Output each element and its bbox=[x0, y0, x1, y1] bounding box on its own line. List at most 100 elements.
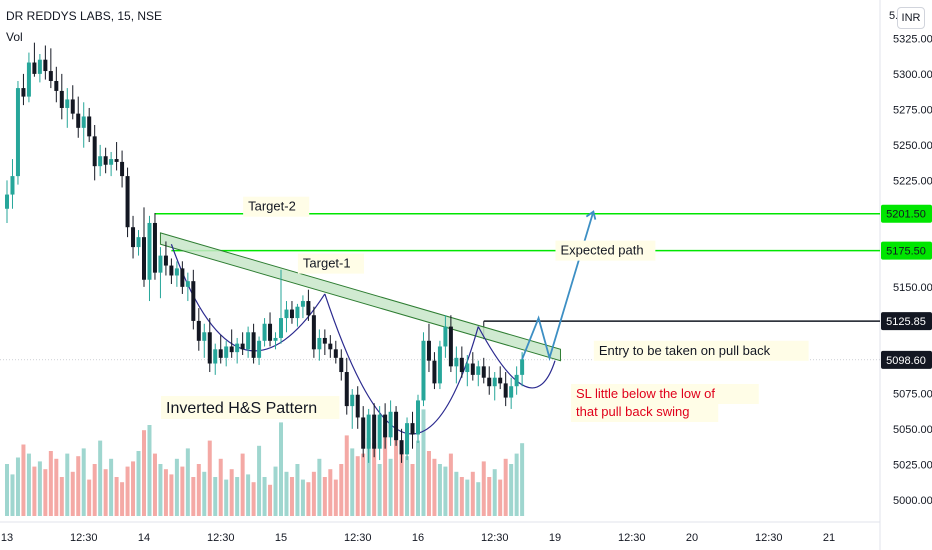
candle-body bbox=[92, 136, 97, 167]
candle-body bbox=[26, 62, 31, 97]
volume-bar bbox=[394, 427, 399, 516]
volume-bar bbox=[87, 479, 92, 516]
volume-bar bbox=[372, 443, 377, 516]
target2-label-bg bbox=[243, 196, 310, 217]
candle-body bbox=[344, 372, 349, 407]
volume-bar bbox=[246, 474, 251, 516]
volume-bar bbox=[492, 469, 497, 516]
entry-label: Entry to be taken on pull back bbox=[599, 343, 771, 358]
currency-badge[interactable]: INR bbox=[897, 7, 925, 29]
volume-bar bbox=[109, 458, 114, 516]
candle-body bbox=[251, 332, 256, 358]
volume-bar bbox=[454, 471, 459, 516]
time-tick-label: 12:30 bbox=[207, 532, 235, 544]
volume-bar bbox=[487, 477, 492, 516]
time-tick-label: 16 bbox=[412, 532, 424, 544]
volume-bar bbox=[416, 440, 420, 516]
volume-bar bbox=[174, 458, 179, 516]
candle-body bbox=[432, 360, 437, 384]
volume-bar bbox=[218, 458, 223, 516]
volume-bar bbox=[383, 425, 388, 516]
candle-body bbox=[405, 423, 410, 455]
candle-body bbox=[5, 194, 9, 209]
candle-body bbox=[43, 59, 48, 72]
volume-bar bbox=[268, 484, 273, 516]
volume-bar bbox=[202, 471, 207, 516]
price-tick-label: 5225.00 bbox=[893, 175, 932, 187]
volume-bar bbox=[443, 466, 448, 516]
candle-body bbox=[131, 227, 136, 248]
time-tick-label: 12:30 bbox=[344, 532, 372, 544]
candle-body bbox=[174, 268, 179, 276]
price-tick-label: 5150.00 bbox=[893, 282, 932, 294]
volume-bar bbox=[251, 482, 256, 516]
volume-bar bbox=[152, 453, 157, 516]
candle-body bbox=[81, 116, 86, 128]
volume-bar bbox=[273, 466, 278, 516]
volume-bar bbox=[125, 466, 130, 516]
volume-bar bbox=[59, 477, 64, 516]
volume-bar bbox=[328, 469, 333, 516]
volume-bar bbox=[10, 474, 15, 516]
volume-bar bbox=[224, 479, 229, 516]
volume-bar bbox=[498, 479, 503, 516]
volume-bar bbox=[295, 464, 300, 516]
candle-body bbox=[322, 337, 327, 344]
candle-body bbox=[185, 281, 190, 287]
volume-bar bbox=[405, 456, 410, 516]
volume-bar bbox=[136, 451, 141, 516]
volume-bar bbox=[92, 464, 97, 516]
price-tick-label: 5050.00 bbox=[893, 424, 932, 436]
candle-body bbox=[109, 159, 114, 165]
volume-bar bbox=[70, 471, 75, 516]
expected-path-line bbox=[521, 211, 595, 362]
volume-bar bbox=[481, 461, 486, 516]
volume-bar bbox=[147, 425, 152, 516]
volume-bar bbox=[229, 469, 234, 516]
candle-body bbox=[410, 423, 415, 435]
volume-bar bbox=[503, 458, 508, 516]
candle-body bbox=[465, 363, 470, 373]
trend-channel bbox=[159, 232, 561, 362]
volume-bar bbox=[426, 451, 431, 516]
time-tick-label: 12:30 bbox=[755, 532, 783, 544]
candle-body bbox=[54, 80, 59, 91]
volume-bar bbox=[131, 461, 136, 516]
volume-bar bbox=[65, 453, 70, 516]
price-label-text: 5125.85 bbox=[886, 316, 926, 328]
candle-body bbox=[48, 71, 53, 81]
price-label-text: 5201.50 bbox=[886, 209, 926, 221]
candle-body bbox=[273, 337, 278, 341]
symbol-title[interactable]: DR REDDYS LABS, 15, NSE bbox=[6, 9, 163, 23]
volume-bar bbox=[300, 479, 305, 516]
candle-body bbox=[289, 309, 294, 319]
candle-body bbox=[76, 113, 81, 128]
volume-bar bbox=[289, 477, 294, 516]
volume-bar bbox=[191, 477, 196, 516]
candle-body bbox=[333, 349, 338, 358]
volume-bar bbox=[344, 435, 349, 516]
volume-bar bbox=[262, 477, 267, 516]
volume-bar bbox=[163, 469, 168, 516]
candle-body bbox=[196, 320, 201, 341]
volume-indicator-label[interactable]: Vol bbox=[6, 30, 23, 44]
candle-body bbox=[125, 176, 130, 228]
price-label-box bbox=[881, 241, 932, 260]
candle-body bbox=[218, 349, 223, 358]
volume-bar bbox=[103, 469, 108, 516]
candle-body bbox=[262, 323, 267, 341]
target1-label: Target-1 bbox=[303, 256, 351, 271]
price-label-text: 5175.50 bbox=[886, 246, 926, 258]
candle-body bbox=[443, 326, 448, 347]
price-tick-label: 5000.00 bbox=[893, 495, 932, 507]
volume-bar bbox=[76, 456, 81, 516]
volume-bar bbox=[196, 464, 201, 516]
candle-body bbox=[235, 343, 240, 353]
candle-body bbox=[328, 343, 333, 350]
candle-body bbox=[257, 340, 262, 358]
candle-body bbox=[514, 374, 519, 387]
target2-label: Target-2 bbox=[248, 199, 296, 214]
expected-path-arrowhead bbox=[585, 210, 597, 220]
candle-body bbox=[366, 414, 371, 449]
